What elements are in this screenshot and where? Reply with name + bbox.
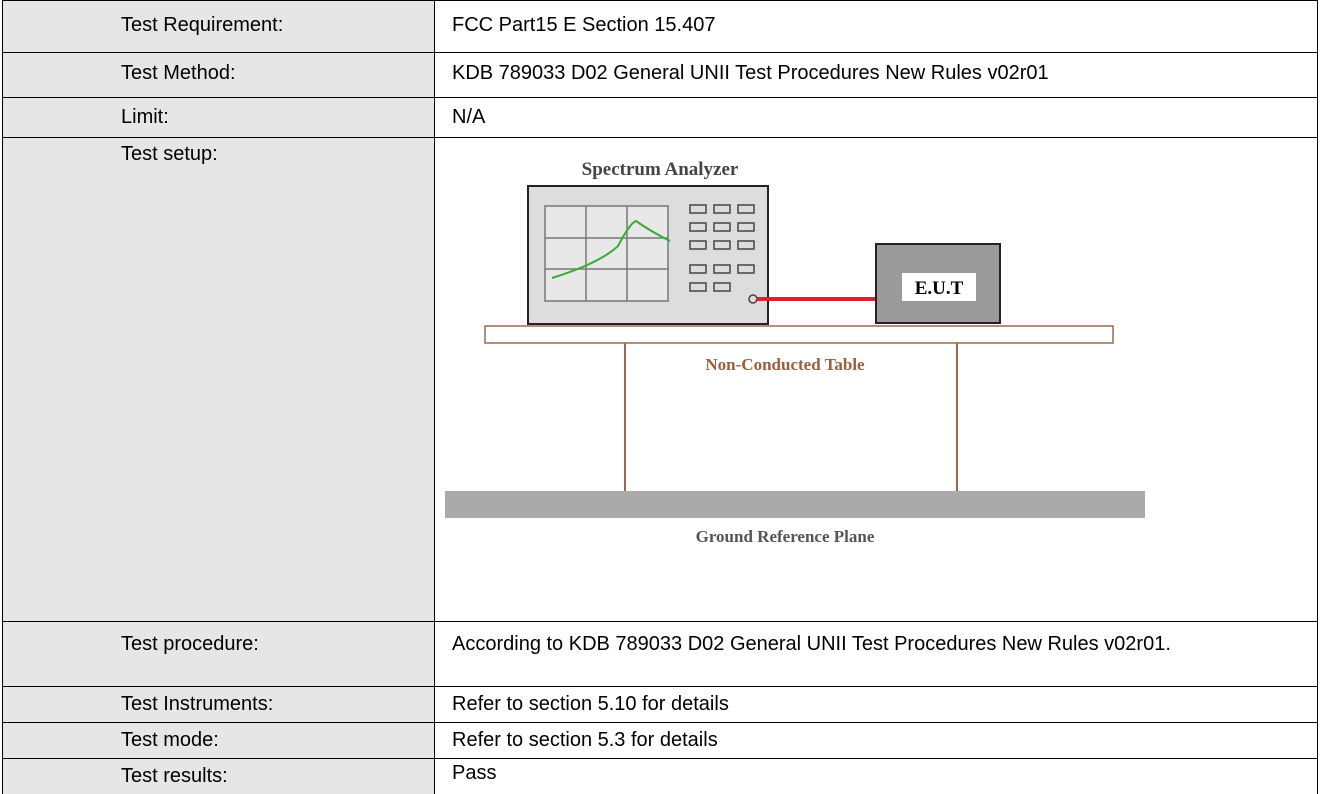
row: Test Requirement: FCC Part15 E Section 15… xyxy=(2,0,1318,52)
ground-label: Ground Reference Plane xyxy=(696,527,875,546)
row: Test procedure: According to KDB 789033 D… xyxy=(2,621,1318,686)
label: Test Requirement: xyxy=(2,1,435,52)
row: Test mode: Refer to section 5.3 for detai… xyxy=(2,722,1318,758)
eut-label: E.U.T xyxy=(915,278,964,299)
value: KDB 789033 D02 General UNII Test Procedu… xyxy=(435,53,1318,97)
row: Test Instruments: Refer to section 5.10 f… xyxy=(2,686,1318,722)
value: Spectrum Analyzer E.U.T Non-Conducted Ta… xyxy=(435,138,1318,621)
table-legs xyxy=(624,343,958,491)
buttons xyxy=(689,204,758,304)
label: Limit: xyxy=(2,98,435,137)
setup-diagram: Spectrum Analyzer E.U.T Non-Conducted Ta… xyxy=(445,159,1145,546)
table-label: Non-Conducted Table xyxy=(705,355,865,374)
value: According to KDB 789033 D02 General UNII… xyxy=(435,622,1318,686)
row: Test Method: KDB 789033 D02 General UNII … xyxy=(2,52,1318,97)
analyzer-label: Spectrum Analyzer xyxy=(582,159,739,180)
row: Test results: Pass xyxy=(2,758,1318,794)
table-top xyxy=(484,325,1114,344)
screen xyxy=(544,205,669,302)
row: Test setup: Spectrum Analyzer E.U.T Non-… xyxy=(2,137,1318,621)
label: Test Method: xyxy=(2,53,435,97)
label: Test results: xyxy=(2,759,435,794)
ground-plane xyxy=(445,491,1145,518)
value: Refer to section 5.10 for details xyxy=(435,687,1318,722)
value: N/A xyxy=(435,98,1318,137)
row: Limit: N/A xyxy=(2,97,1318,137)
trace xyxy=(551,219,671,279)
label: Test setup: xyxy=(2,138,435,621)
label: Test procedure: xyxy=(2,622,435,686)
label: Test Instruments: xyxy=(2,687,435,722)
value: FCC Part15 E Section 15.407 xyxy=(435,1,1318,52)
value: Refer to section 5.3 for details xyxy=(435,723,1318,758)
eut-tag xyxy=(902,273,976,301)
value: Pass xyxy=(435,759,1318,794)
label: Test mode: xyxy=(2,723,435,758)
screen-grid xyxy=(545,206,668,301)
